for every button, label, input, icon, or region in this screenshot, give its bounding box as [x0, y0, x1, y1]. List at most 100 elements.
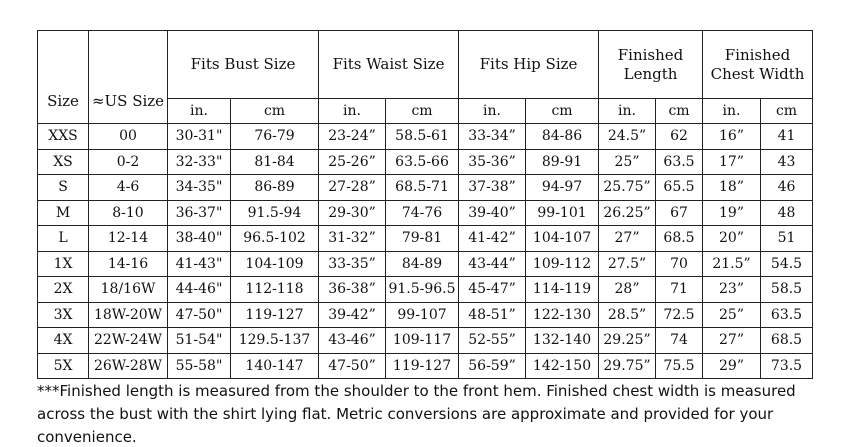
- column-header: Size: [37, 30, 89, 124]
- cell: 26.25”: [598, 199, 657, 226]
- cell: 34-35": [167, 174, 231, 201]
- cell: 41-43": [167, 250, 231, 277]
- cell: 33-35”: [318, 250, 387, 277]
- cell: M: [37, 199, 89, 226]
- cell: 44-46": [167, 276, 231, 303]
- cell: 91.5-96.5: [385, 276, 460, 303]
- cell: 3X: [37, 301, 89, 328]
- size-row: XXS 00 30-31" 76-79 23-24” 58.5-61 33-34” 84-86…: [37, 123, 814, 150]
- cell: 112-118: [229, 276, 320, 303]
- cell: 104-109: [229, 250, 320, 277]
- cell: 89-91: [525, 148, 600, 175]
- unit-header: cm: [760, 98, 814, 124]
- cell: 25”: [702, 301, 762, 328]
- cell: XS: [37, 148, 89, 175]
- cell: 122-130: [525, 301, 600, 328]
- cell: 27”: [598, 225, 657, 252]
- cell: S: [37, 174, 89, 201]
- cell: 39-40”: [458, 199, 527, 226]
- cell: 43-46”: [318, 327, 387, 354]
- cell: 75.5: [655, 352, 704, 379]
- column-header: Finished Length: [598, 30, 704, 99]
- column-header: Fits Waist Size: [318, 30, 460, 99]
- size-table: Size ≈US Size Fits Bust Size Fits Waist Siz…: [37, 30, 814, 379]
- size-row: M 8-10 36-37" 91.5-94 29-30” 74-76 39-40” 99-10…: [37, 199, 814, 226]
- cell: 142-150: [525, 352, 600, 379]
- cell: 96.5-102: [229, 225, 320, 252]
- column-header: ≈US Size: [88, 30, 168, 124]
- cell: 55-58": [167, 352, 231, 379]
- size-row: 5X 26W-28W 55-58" 140-147 47-50” 119-127 56-59…: [37, 352, 814, 379]
- unit-header: cm: [229, 98, 320, 124]
- cell: 47-50”: [318, 352, 387, 379]
- cell: 29”: [702, 352, 762, 379]
- cell: 48: [760, 199, 814, 226]
- cell: 25.75”: [598, 174, 657, 201]
- cell: 84-86: [525, 123, 600, 150]
- cell: 63.5: [655, 148, 704, 175]
- size-row: S 4-6 34-35" 86-89 27-28” 68.5-71 37-38” 94-97 2…: [37, 174, 814, 201]
- cell: 41-42”: [458, 225, 527, 252]
- unit-header: cm: [525, 98, 600, 124]
- cell: 24.5”: [598, 123, 657, 150]
- cell: 18/16W: [88, 276, 168, 303]
- cell: 25”: [598, 148, 657, 175]
- cell: 25-26”: [318, 148, 387, 175]
- cell: 37-38”: [458, 174, 527, 201]
- column-header: Fits Hip Size: [458, 30, 600, 99]
- cell: 109-112: [525, 250, 600, 277]
- cell: 19”: [702, 199, 762, 226]
- size-row: 3X 18W-20W 47-50" 119-127 39-42” 99-107 48-51”…: [37, 301, 814, 328]
- size-row: 2X 18/16W 44-46" 112-118 36-38” 91.5-96.5 45-4…: [37, 276, 814, 303]
- cell: 43: [760, 148, 814, 175]
- unit-header: cm: [385, 98, 460, 124]
- cell: 23”: [702, 276, 762, 303]
- cell: 27.5”: [598, 250, 657, 277]
- cell: 74: [655, 327, 704, 354]
- cell: 27-28”: [318, 174, 387, 201]
- cell: 52-55”: [458, 327, 527, 354]
- cell: 65.5: [655, 174, 704, 201]
- cell: 119-127: [385, 352, 460, 379]
- cell: 36-37": [167, 199, 231, 226]
- cell: 70: [655, 250, 704, 277]
- unit-header: in.: [167, 98, 231, 124]
- cell: 140-147: [229, 352, 320, 379]
- cell: 73.5: [760, 352, 814, 379]
- cell: 33-34”: [458, 123, 527, 150]
- cell: 32-33": [167, 148, 231, 175]
- cell: 31-32”: [318, 225, 387, 252]
- cell: 132-140: [525, 327, 600, 354]
- unit-header: in.: [702, 98, 762, 124]
- cell: 20”: [702, 225, 762, 252]
- cell: 43-44”: [458, 250, 527, 277]
- cell: 29-30”: [318, 199, 387, 226]
- cell: 63.5-66: [385, 148, 460, 175]
- cell: 79-81: [385, 225, 460, 252]
- cell: 94-97: [525, 174, 600, 201]
- cell: 63.5: [760, 301, 814, 328]
- size-row: XS 0-2 32-33" 81-84 25-26” 63.5-66 35-36” 89-91…: [37, 148, 814, 175]
- cell: 68.5: [760, 327, 814, 354]
- cell: 18W-20W: [88, 301, 168, 328]
- cell: 54.5: [760, 250, 814, 277]
- cell: 76-79: [229, 123, 320, 150]
- footnote: ***Finished length is measured from the …: [37, 382, 796, 446]
- cell: 28.5”: [598, 301, 657, 328]
- cell: 8-10: [88, 199, 168, 226]
- cell: 86-89: [229, 174, 320, 201]
- cell: 104-107: [525, 225, 600, 252]
- cell: 68.5: [655, 225, 704, 252]
- unit-row: in. cm in. cm in. cm in. cm in. cm: [38, 98, 814, 124]
- cell: 71: [655, 276, 704, 303]
- cell: 41: [760, 123, 814, 150]
- cell: 14-16: [88, 250, 168, 277]
- cell: 51-54": [167, 327, 231, 354]
- cell: 21.5”: [702, 250, 762, 277]
- cell: 2X: [37, 276, 89, 303]
- unit-header: in.: [318, 98, 387, 124]
- cell: 35-36”: [458, 148, 527, 175]
- cell: 0-2: [88, 148, 168, 175]
- size-row: L 12-14 38-40" 96.5-102 31-32” 79-81 41-42” 104…: [37, 225, 814, 252]
- cell: 67: [655, 199, 704, 226]
